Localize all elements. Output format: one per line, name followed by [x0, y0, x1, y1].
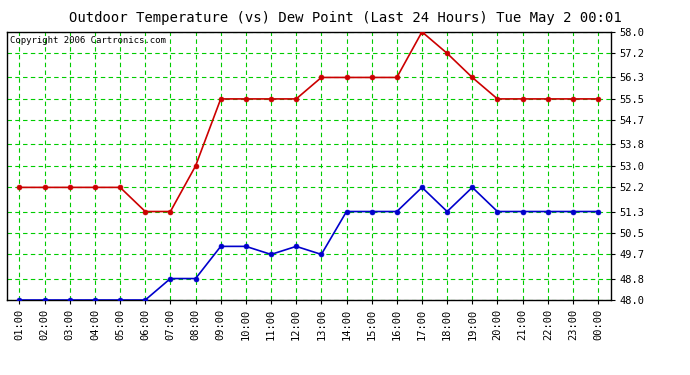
Text: Outdoor Temperature (vs) Dew Point (Last 24 Hours) Tue May 2 00:01: Outdoor Temperature (vs) Dew Point (Last… [68, 11, 622, 25]
Text: Copyright 2006 Cartronics.com: Copyright 2006 Cartronics.com [10, 36, 166, 45]
